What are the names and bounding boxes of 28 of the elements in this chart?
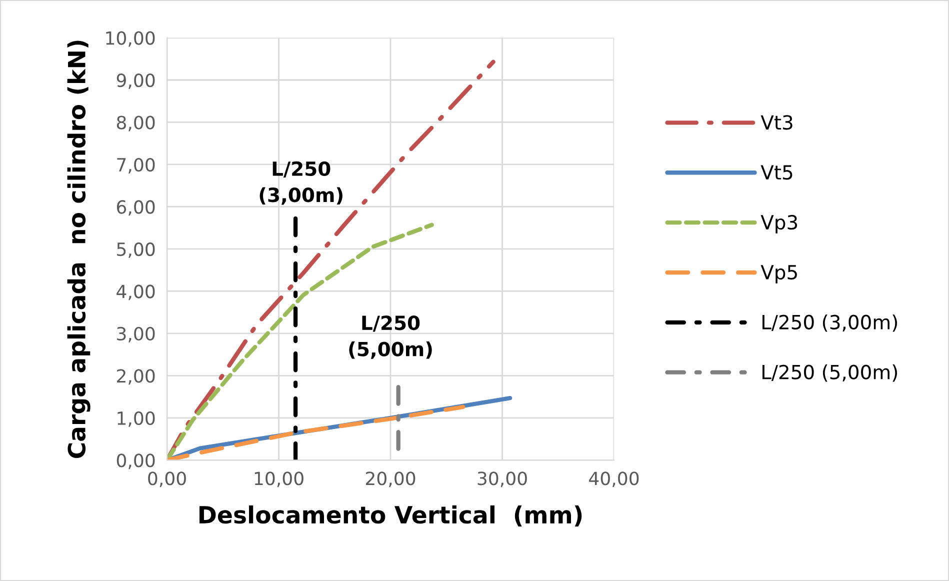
x-axis-title: Deslocamento Vertical (mm) bbox=[200, 505, 582, 526]
y-tick-label: 1,00 bbox=[118, 411, 155, 427]
y-tick-label: 4,00 bbox=[116, 284, 155, 300]
y-tick-label: 2,00 bbox=[117, 369, 155, 385]
y-tick-label: 3,00 bbox=[117, 326, 155, 342]
y-tick-label: 9,00 bbox=[116, 73, 155, 89]
x-tick-label: 30,00 bbox=[478, 472, 527, 488]
x-tick-label: 10,00 bbox=[254, 472, 304, 488]
legend-label: L/250 (3,00m) bbox=[762, 314, 898, 332]
x-tick-label: 0,00 bbox=[148, 472, 186, 488]
legend-label: Vp5 bbox=[760, 265, 797, 284]
y-tick-label: 5,00 bbox=[117, 242, 155, 258]
y-tick-label: 10,00 bbox=[106, 31, 155, 47]
annotation: L/250 (3,00m) bbox=[260, 161, 342, 205]
annotation: L/250 (5,00m) bbox=[349, 315, 432, 359]
legend-label: Vt3 bbox=[760, 115, 792, 130]
y-axis-title: Carga aplicada no cilindro (kN) bbox=[67, 40, 90, 458]
x-tick-label: 40,00 bbox=[589, 472, 639, 488]
line-series bbox=[167, 222, 434, 460]
y-tick-label: 8,00 bbox=[116, 116, 155, 132]
legend-label: Vt5 bbox=[760, 165, 792, 180]
y-tick-label: 6,00 bbox=[116, 200, 155, 216]
y-tick-label: 0,00 bbox=[116, 454, 155, 470]
legend-label: Vp3 bbox=[760, 214, 798, 234]
x-tick-label: 20,00 bbox=[366, 472, 416, 488]
legend-label: L/250 (5,00m) bbox=[762, 364, 898, 382]
line-series bbox=[167, 404, 466, 460]
y-tick-label: 7,00 bbox=[117, 158, 155, 174]
